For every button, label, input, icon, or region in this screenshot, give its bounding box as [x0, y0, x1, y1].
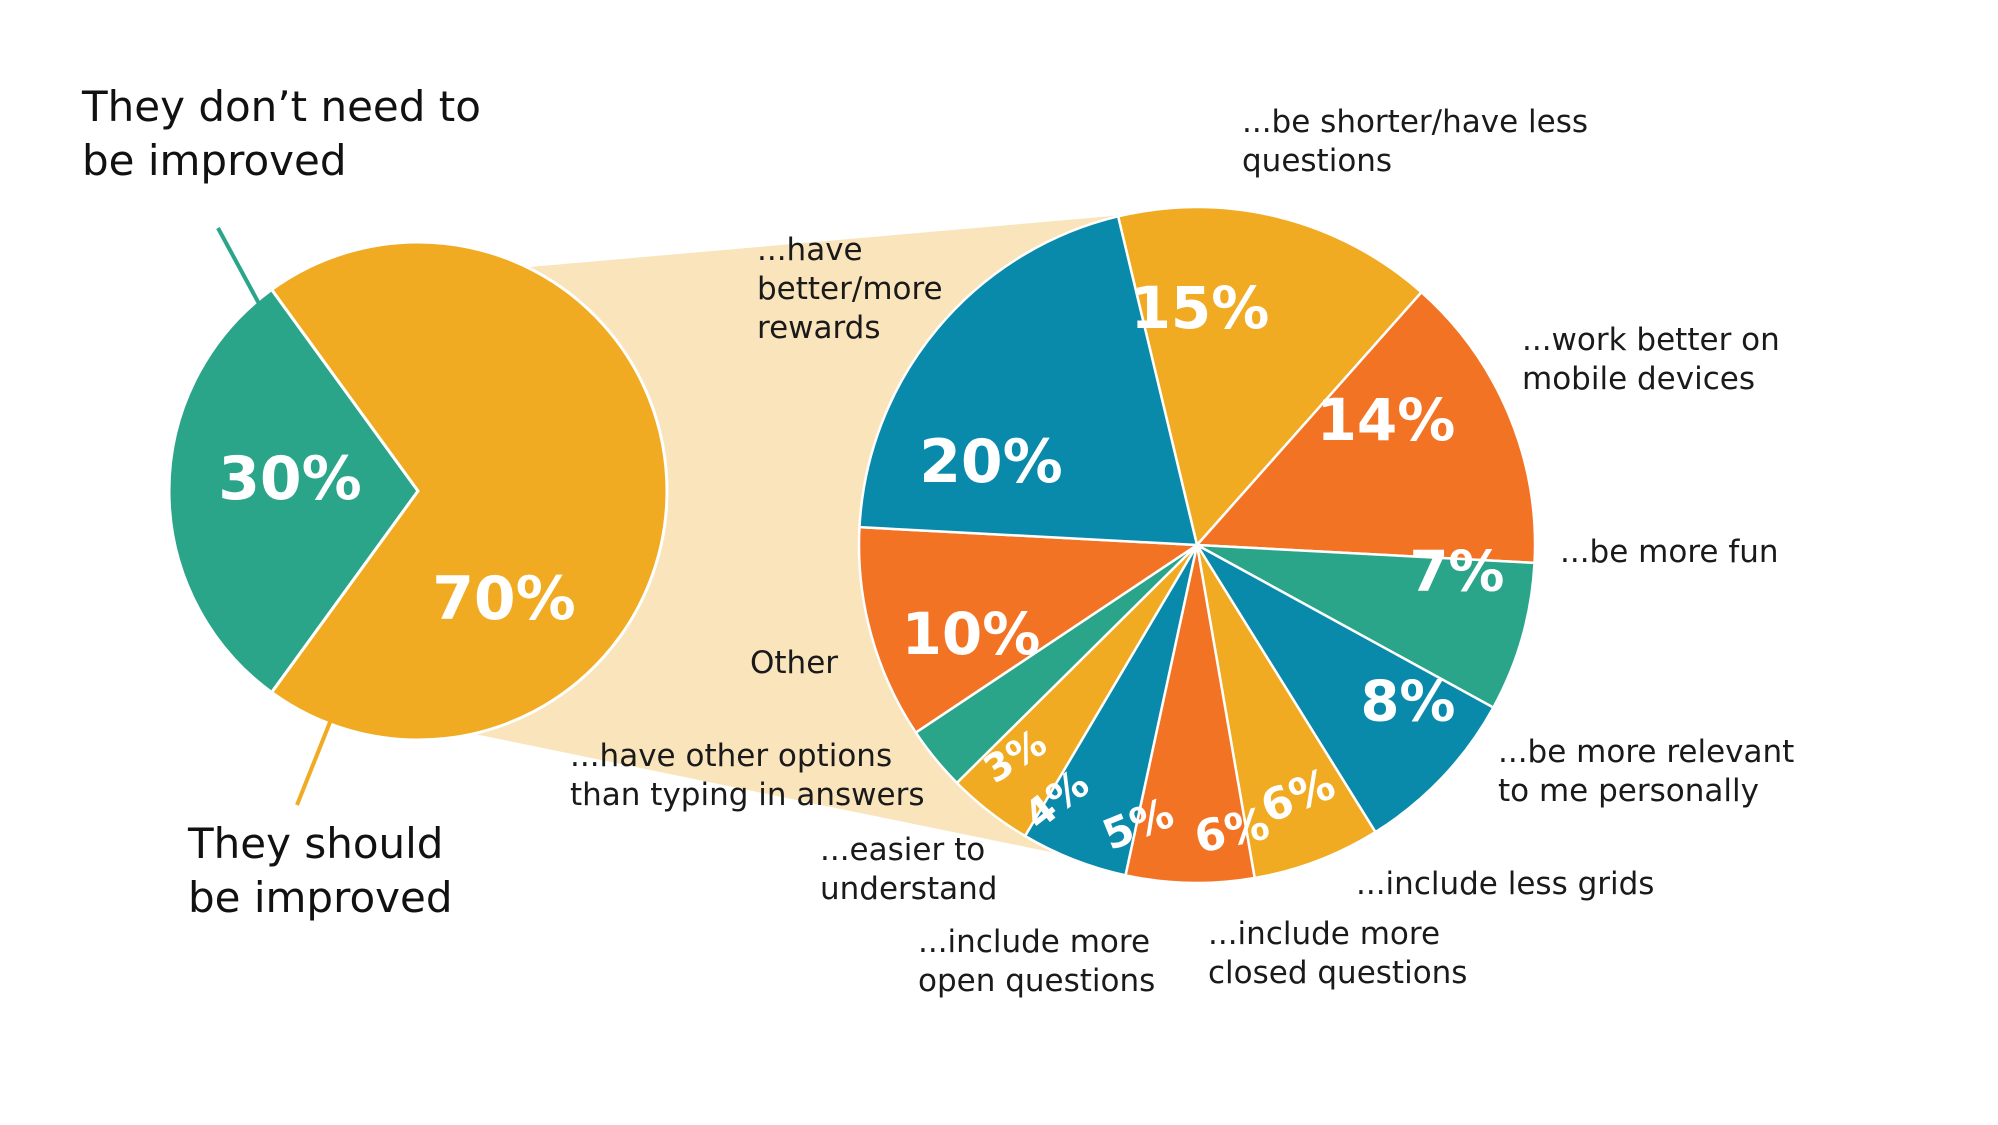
secondary-slice-be-shorter-have-less-questions [1116, 205, 1424, 548]
secondary-category-label: ...be more fun [1560, 534, 1779, 570]
secondary-value-label: 10% [902, 600, 1041, 668]
secondary-category-label: ...have better/more rewards [757, 232, 943, 346]
secondary-value-label: 8% [1360, 670, 1455, 735]
secondary-value-label: 14% [1317, 386, 1456, 454]
secondary-category-label: ...include more open questions [918, 924, 1155, 999]
primary-value-label: 70% [432, 564, 576, 634]
primary-value-label: 30% [218, 444, 362, 514]
category-labels: They don’t need to be improved They should… [81, 82, 1794, 999]
secondary-slice-have-better-more-rewards [858, 214, 1199, 547]
primary-slice-they-should-be-improved [269, 240, 669, 742]
secondary-category-label: ...include more closed questions [1208, 916, 1467, 991]
secondary-category-label: ...easier to understand [820, 832, 997, 907]
secondary-category-label: ...have other options than typing in answ… [570, 738, 925, 813]
secondary-slice-work-better-on-mobile-devices [1194, 290, 1537, 565]
secondary-category-label: ...work better on mobile devices [1522, 322, 1780, 397]
secondary-slice-other [857, 525, 1201, 735]
secondary-category-label: ...be shorter/have less questions [1242, 104, 1588, 179]
primary-slice-they-don-t-need-to-be-improved [167, 287, 420, 695]
secondary-slice-include-less-grids [1195, 544, 1378, 880]
secondary-value-label: 7% [1409, 540, 1504, 605]
secondary-category-label: ...be more relevant to me personally [1498, 734, 1794, 809]
leader-line [295, 691, 344, 806]
secondary-pie: 15%14%7%8%6%6%5%4%3%10%20% [857, 205, 1537, 885]
secondary-category-label: Other [750, 645, 838, 681]
secondary-category-label: ...include less grids [1356, 866, 1654, 902]
secondary-value-label: 20% [919, 427, 1063, 497]
secondary-value-label: 15% [1131, 274, 1270, 342]
primary-pie: 30% 70% [167, 240, 669, 742]
primary-category-label: They should be improved [187, 819, 453, 922]
leader-line [216, 227, 278, 336]
secondary-slice-be-more-fun [1196, 543, 1536, 710]
primary-category-label: They don’t need to be improved [81, 82, 481, 185]
leader-lines [216, 227, 344, 806]
secondary-slice-be-more-relevant-to-me-personally [1193, 541, 1496, 834]
secondary-slice-include-more-closed-questions [1124, 544, 1257, 885]
